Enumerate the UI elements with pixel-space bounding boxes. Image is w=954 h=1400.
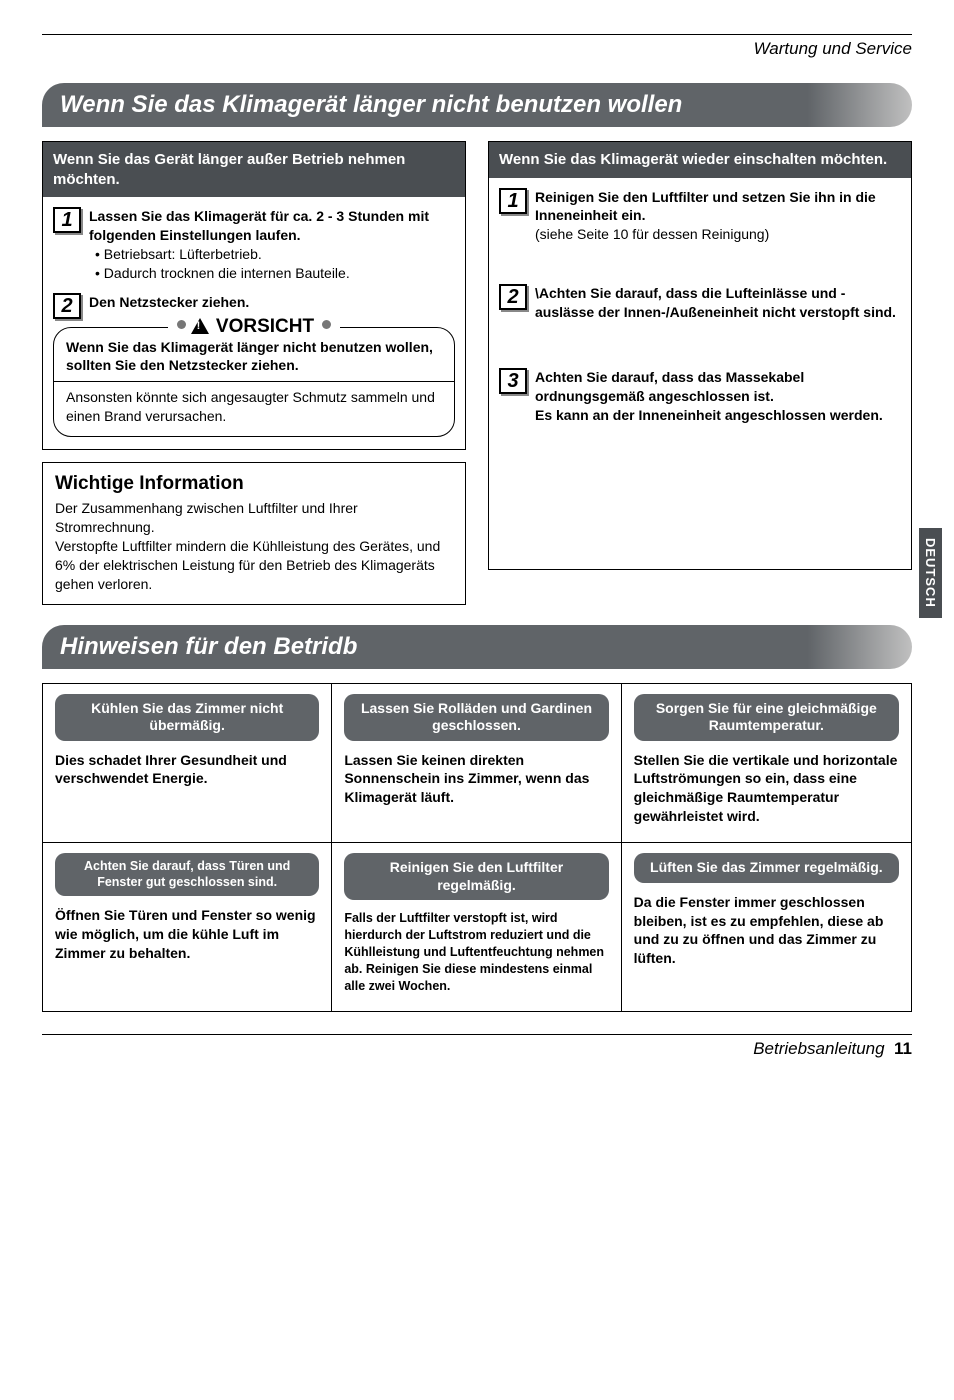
step-number-icon: 3 (499, 368, 527, 394)
left-step1-bullet1: • Betriebsart: Lüfterbetrieb. (89, 245, 455, 264)
tip-text: Stellen Sie die vertikale und horizontal… (634, 751, 899, 827)
section-banner-2: Hinweisen für den Betridb (42, 625, 912, 669)
right-s1-bold: Reinigen Sie den Luftfilter und setzen S… (535, 188, 901, 226)
section-banner-1: Wenn Sie das Klimagerät länger nicht ben… (42, 83, 912, 127)
step-number-icon: 1 (53, 207, 81, 233)
header-breadcrumb: Wartung und Service (42, 39, 912, 59)
tips-table: Kühlen Sie das Zimmer nicht übermäßig. D… (42, 683, 912, 1012)
left-box-header: Wenn Sie das Gerät länger außer Betrieb … (42, 141, 466, 197)
tip-pill: Lassen Sie Rolläden und Gardinen geschlo… (344, 694, 608, 741)
tip-text: Falls der Luftfilter verstopft ist, wird… (344, 910, 608, 994)
info-p1: Der Zusammenhang zwischen Luftfilter und… (55, 499, 453, 537)
footer-label: Betriebsanleitung (753, 1039, 884, 1058)
info-heading: Wichtige Information (55, 473, 453, 495)
warning-triangle-icon (191, 318, 209, 334)
tip-text: Da die Fenster immer geschlossen bleiben… (634, 893, 899, 969)
tip-pill: Achten Sie darauf, dass Türen und Fenste… (55, 853, 319, 896)
caution-text-1: Wenn Sie das Klimagerät länger nicht ben… (66, 338, 442, 376)
tip-pill: Sorgen Sie für eine gleichmäßige Raumtem… (634, 694, 899, 741)
tip-text: Dies schadet Ihrer Gesundheit und versch… (55, 751, 319, 789)
left-step1-bullet2: • Dadurch trocknen die internen Bauteile… (89, 264, 455, 283)
step-number-icon: 1 (499, 188, 527, 214)
tip-pill: Reinigen Sie den Luftfilter regelmäßig. (344, 853, 608, 900)
info-box: Wichtige Information Der Zusammenhang zw… (42, 462, 466, 604)
right-box-body: 1 Reinigen Sie den Luftfilter und setzen… (488, 178, 912, 570)
tip-pill: Lüften Sie das Zimmer regelmäßig. (634, 853, 899, 883)
info-p2: Verstopfte Luftfilter mindern die Kühlle… (55, 537, 453, 594)
right-s3a: Achten Sie darauf, dass das Massekabel o… (535, 368, 901, 406)
caution-text-2: Ansonsten könnte sich angesaugter Schmut… (66, 388, 442, 426)
page-number: 11 (894, 1039, 912, 1058)
step-number-icon: 2 (499, 284, 527, 310)
left-step1-bold: Lassen Sie das Klimagerät für ca. 2 - 3 … (89, 207, 455, 245)
language-tab: DEUTSCH (919, 528, 942, 618)
right-box-header: Wenn Sie das Klimagerät wieder einschalt… (488, 141, 912, 178)
tip-text: Lassen Sie keinen direkten Sonnenschein … (344, 751, 608, 808)
right-s1-note: (siehe Seite 10 für dessen Reinigung) (535, 225, 901, 244)
left-step2: Den Netzstecker ziehen. (89, 293, 455, 312)
left-box-body: 1 Lassen Sie das Klimagerät für ca. 2 - … (42, 197, 466, 450)
tip-text: Öffnen Sie Türen und Fenster so wenig wi… (55, 906, 319, 963)
right-box-header-text: Wenn Sie das Klimagerät wieder einschalt… (499, 151, 887, 168)
caution-label: VORSICHT (216, 316, 314, 337)
footer: Betriebsanleitung 11 (42, 1034, 912, 1059)
right-s2: \Achten Sie darauf, dass die Lufteinläss… (535, 284, 901, 322)
dot-icon (177, 320, 186, 329)
caution-box: VORSICHT Wenn Sie das Klimagerät länger … (53, 327, 455, 438)
left-box-header-text: Wenn Sie das Gerät länger außer Betrieb … (53, 151, 405, 188)
dot-icon (322, 320, 331, 329)
tip-pill: Kühlen Sie das Zimmer nicht übermäßig. (55, 694, 319, 741)
right-s3b: Es kann an der Inneneinheit angeschlosse… (535, 406, 901, 425)
